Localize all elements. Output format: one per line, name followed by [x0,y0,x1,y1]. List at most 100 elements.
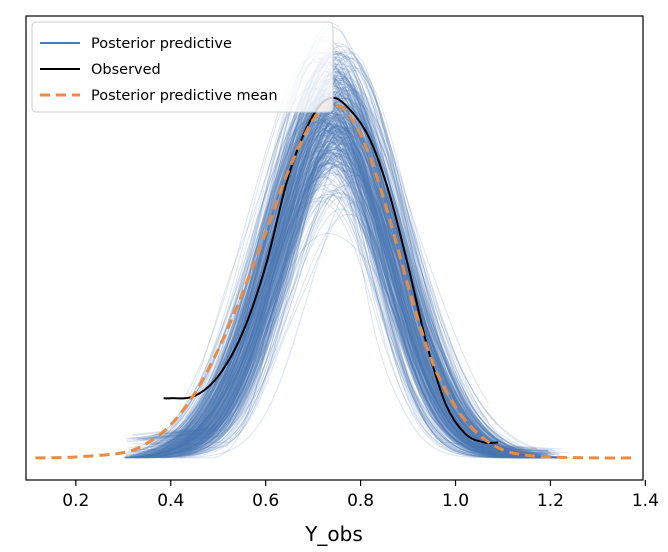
posterior-predictive-sample-line [128,159,509,451]
posterior-predictive-sample-line [141,120,539,458]
posterior-predictive-sample-line [145,97,502,459]
posterior-predictive-sample-line [163,116,521,458]
posterior-predictive-sample-line [177,45,522,456]
posterior-predictive-sample-line [148,119,516,458]
posterior-predictive-mean-line [35,102,632,460]
posterior-predictive-sample-line [153,104,481,443]
posterior-predictive-sample-line [152,96,539,455]
posterior-predictive-sample-line [146,69,542,459]
posterior-predictive-sample-line [151,143,560,458]
posterior-predictive-sample-line [157,112,481,456]
posterior-predictive-sample-line [156,93,541,458]
posterior-predictive-sample-line [177,172,552,459]
posterior-predictive-sample-line [136,120,555,459]
posterior-predictive-sample-line [189,118,563,459]
posterior-predictive-sample-line [146,115,558,459]
posterior-predictive-sample-line [161,132,521,456]
posterior-predictive-sample-line [140,104,529,459]
posterior-predictive-sample-line [137,35,557,459]
posterior-predictive-sample-line [186,129,509,455]
posterior-predictive-sample-line [142,116,487,458]
posterior-predictive-sample-line [146,100,535,458]
posterior-predictive-sample-line [140,185,547,459]
posterior-predictive-sample-line [150,192,537,458]
posterior-predictive-sample-line [181,153,531,459]
posterior-predictive-sample-line [132,124,549,458]
posterior-predictive-sample-line [189,111,509,448]
posterior-predictive-sample-line [178,52,519,453]
posterior-predictive-sample-line [173,164,568,459]
posterior-predictive-sample-line [133,71,564,459]
posterior-predictive-sample-line [167,79,527,458]
posterior-predictive-sample-line [183,56,567,459]
posterior-predictive-sample-line [126,65,506,444]
posterior-predictive-sample-line [167,122,500,458]
posterior-predictive-sample-line [180,123,515,449]
posterior-predictive-sample-line [130,136,493,459]
posterior-predictive-sample-line [165,114,554,459]
posterior-predictive-sample-line [171,123,512,452]
posterior-predictive-sample-line [134,84,520,459]
posterior-predictive-sample-line [154,128,540,457]
posterior-predictive-sample-line [174,123,557,459]
posterior-predictive-sample-line [142,165,482,457]
posterior-predictive-sample-line [188,148,544,454]
posterior-predictive-sample-line [172,121,535,459]
posterior-predictive-sample-line [127,98,568,459]
posterior-predictive-sample-line [186,98,549,452]
posterior-predictive-sample-line [165,67,481,458]
posterior-predictive-sample-line [181,86,530,459]
posterior-predictive-sample-line [130,157,549,458]
posterior-predictive-sample-line [125,129,559,459]
posterior-predictive-sample-line [177,116,514,457]
posterior-predictive-sample-line [187,189,516,458]
posterior-predictive-sample-line [162,53,547,458]
posterior-predictive-sample-line [137,143,512,457]
posterior-predictive-sample-line [166,79,556,459]
posterior-predictive-sample-line [171,63,537,459]
posterior-predictive-sample-line [186,50,519,456]
posterior-predictive-sample-line [172,55,497,454]
posterior-predictive-sample-line [133,92,563,450]
posterior-predictive-sample-line [125,118,491,440]
posterior-predictive-sample-line [148,146,492,456]
posterior-predictive-sample-line [148,126,526,458]
x-tick-label: 1.2 [537,491,564,511]
posterior-predictive-sample-line [183,71,521,457]
legend-label-posterior-predictive: Posterior predictive [91,36,232,52]
posterior-predictive-sample-line [179,99,490,451]
posterior-predictive-sample-line [165,129,509,456]
posterior-predictive-sample-line [143,105,570,459]
posterior-predictive-sample-line [172,109,535,457]
posterior-predictive-sample-line [123,165,565,459]
posterior-predictive-sample-line [133,156,507,457]
posterior-predictive-sample-line [177,104,560,459]
posterior-predictive-sample-line [178,130,527,459]
posterior-predictive-sample-line [163,160,561,455]
posterior-predictive-sample-line [166,130,560,459]
posterior-predictive-sample-line [149,149,507,448]
posterior-predictive-sample-line [177,127,537,454]
x-tick-label: 0.2 [62,491,89,511]
posterior-predictive-sample-line [142,119,557,459]
posterior-predictive-sample-line [155,70,545,459]
posterior-predictive-sample-line [181,119,561,459]
posterior-predictive-sample-line [124,148,549,457]
posterior-predictive-sample-line [162,125,484,455]
posterior-predictive-sample-line [143,138,530,459]
posterior-predictive-sample-line [157,169,538,458]
posterior-predictive-sample-line [178,114,536,459]
posterior-predictive-sample-line [137,77,562,459]
posterior-predictive-sample-line [138,51,562,459]
posterior-predictive-sample-line [173,173,530,458]
posterior-predictive-sample-line [124,112,517,459]
posterior-predictive-sample-line [139,161,550,458]
posterior-predictive-sample-line [161,127,529,459]
posterior-predictive-sample-line [163,130,483,456]
posterior-predictive-sample-line [146,149,563,458]
x-axis-ticks: 0.2 0.4 0.6 0.8 1.0 1.2 1.4 [62,480,659,511]
posterior-predictive-sample-line [156,129,498,455]
posterior-predictive-sample-line [180,176,551,459]
posterior-predictive-sample-line [145,99,524,455]
posterior-predictive-sample-line [165,61,521,458]
